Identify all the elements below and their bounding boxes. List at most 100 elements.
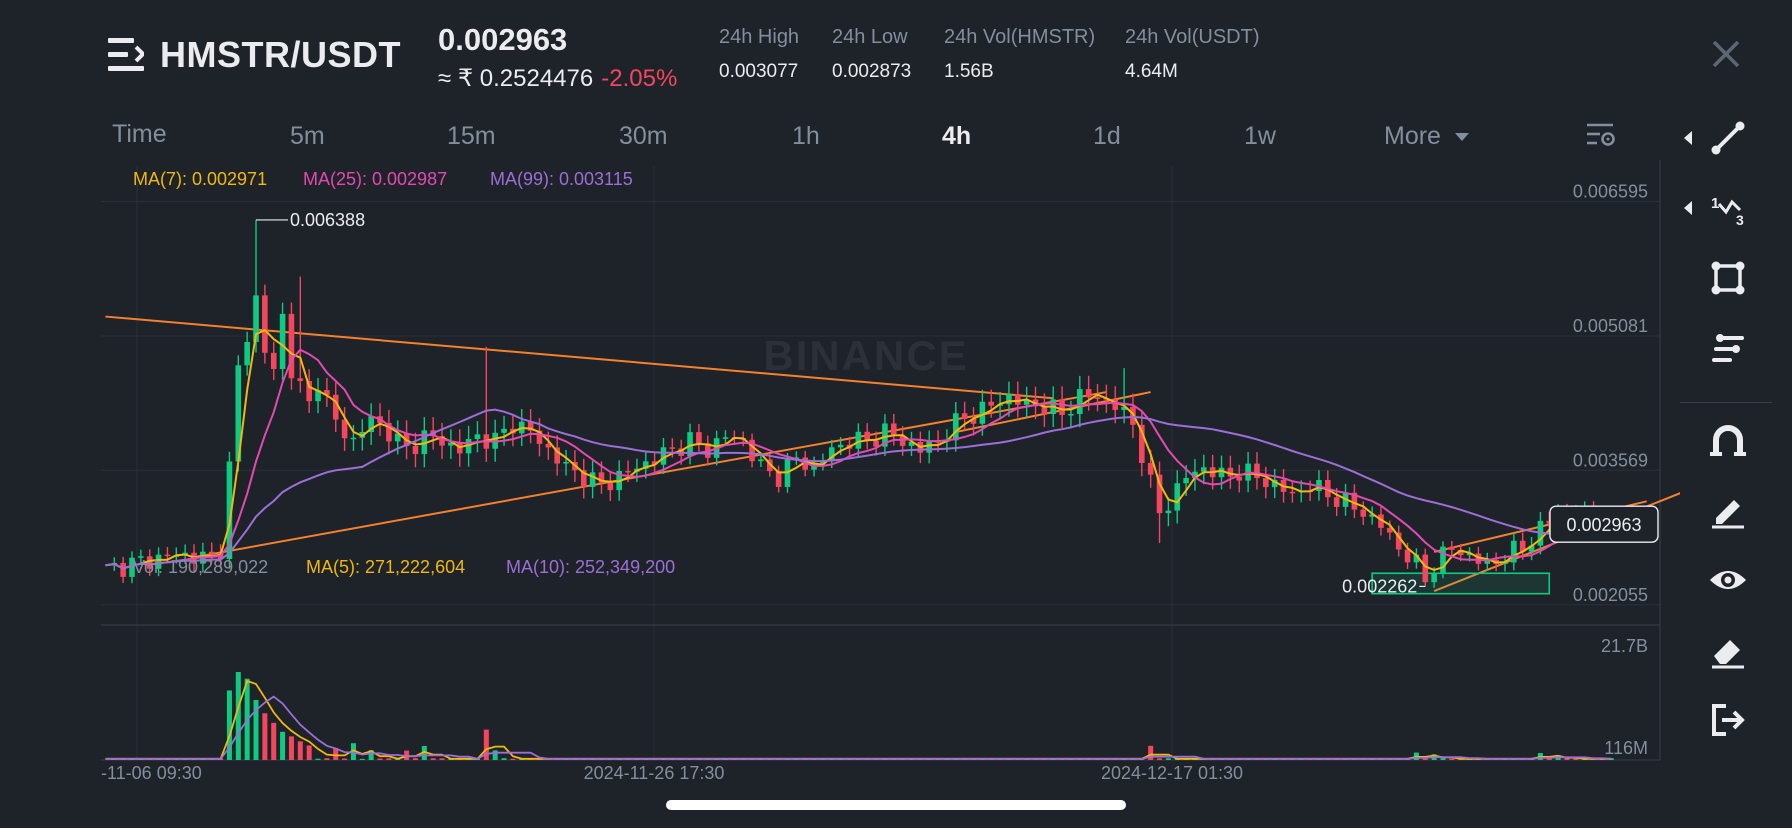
candle-body xyxy=(1192,471,1198,478)
fibonacci-tool[interactable]: 1 3 xyxy=(1680,180,1792,236)
volume-bar xyxy=(386,758,392,760)
candle-body xyxy=(1351,492,1358,510)
volume-bar xyxy=(430,758,436,760)
tab-4h[interactable]: 4h xyxy=(942,122,972,150)
volume-bar xyxy=(439,758,445,760)
candle-body xyxy=(297,378,304,382)
price-axis-label: 0.003569 xyxy=(1573,450,1648,470)
low-marker-label: 0.002262 xyxy=(1342,576,1417,596)
candle-body xyxy=(270,352,277,370)
candle-body xyxy=(1422,554,1429,583)
tab-1w[interactable]: 1w xyxy=(1244,122,1276,150)
volume-bar xyxy=(492,750,498,760)
tab-1h[interactable]: 1h xyxy=(792,122,820,150)
shape-tool[interactable] xyxy=(1680,250,1792,306)
candle-body xyxy=(899,435,906,446)
candle-body xyxy=(563,461,569,464)
candle-body xyxy=(1174,483,1181,511)
candle-body xyxy=(758,459,764,462)
candle-body xyxy=(687,432,693,456)
volume-bar xyxy=(1449,758,1455,760)
candle-body xyxy=(625,470,631,473)
volume-bar xyxy=(280,731,286,760)
candle-body xyxy=(1360,509,1367,517)
volume-bar xyxy=(1165,758,1171,760)
timeframe-bar: Time 5m 15m 30m 1h 4h 1d 1w More xyxy=(0,110,1469,160)
magnet-tool[interactable] xyxy=(1680,412,1792,468)
candle-body xyxy=(394,433,401,442)
volume-ma10-legend: MA(10): 252,349,200 xyxy=(506,557,675,577)
eraser-tool[interactable] xyxy=(1680,622,1792,678)
ma25-legend: MA(25): 0.002987 xyxy=(303,169,447,189)
volume-axis-label: 21.7B xyxy=(1601,636,1648,656)
time-axis-label: -11-06 09:30 xyxy=(101,763,202,783)
candle-body xyxy=(164,554,171,557)
candle-body xyxy=(306,381,312,402)
tab-1d[interactable]: 1d xyxy=(1093,122,1121,150)
indicator-tool[interactable] xyxy=(1680,320,1792,376)
tab-15m[interactable]: 15m xyxy=(447,122,496,150)
exit-tool[interactable] xyxy=(1680,692,1792,748)
candle-body xyxy=(412,446,419,455)
eye-icon xyxy=(1710,571,1746,589)
menu-icon[interactable] xyxy=(108,38,144,72)
candle-body xyxy=(1413,554,1420,563)
candle-body xyxy=(1484,559,1491,564)
volume-bar xyxy=(1546,758,1552,760)
volume-bar xyxy=(1440,758,1446,760)
ma99-line xyxy=(105,408,1612,570)
candle-body xyxy=(873,440,879,447)
tab-more-label: More xyxy=(1384,122,1441,150)
candle-body xyxy=(1254,463,1260,479)
candle-body xyxy=(598,472,605,483)
candle-body xyxy=(864,431,871,441)
ma7-line xyxy=(105,328,1612,571)
candle-body xyxy=(1023,399,1030,405)
candle-body xyxy=(155,554,162,569)
candle-body xyxy=(908,441,915,446)
volume-bar xyxy=(421,745,427,760)
candle-body xyxy=(554,447,560,464)
candle-body xyxy=(545,443,552,448)
candle-body xyxy=(1502,562,1508,564)
candle-body xyxy=(279,313,286,370)
tab-more[interactable]: More xyxy=(1384,122,1470,151)
candle-body xyxy=(766,459,773,472)
brush-tool[interactable] xyxy=(1680,482,1792,538)
caret-down-icon xyxy=(1454,133,1469,142)
candle-body xyxy=(1369,514,1375,517)
shape-icon xyxy=(1711,261,1745,295)
close-icon[interactable] xyxy=(1708,36,1744,72)
visibility-tool[interactable] xyxy=(1680,552,1792,608)
volume-bar xyxy=(342,758,348,760)
volume-bar xyxy=(271,722,277,760)
candle-body xyxy=(120,562,126,577)
fibonacci-icon: 1 3 xyxy=(1711,195,1744,228)
stat-24h-vol-base: 24h Vol(HMSTR) 1.56B xyxy=(944,26,1095,83)
candle-body xyxy=(1440,546,1446,573)
candle-body xyxy=(474,434,481,440)
tab-30m[interactable]: 30m xyxy=(619,122,668,150)
chart-settings-icon[interactable] xyxy=(1586,122,1616,150)
candle-body xyxy=(1546,520,1553,524)
volume-bar xyxy=(1573,758,1579,760)
candle-body xyxy=(1263,478,1269,488)
candle-body xyxy=(669,447,676,449)
price-chart[interactable]: BINANCE 0.006595 0.005081 0.003569 0.002055… xyxy=(0,160,1680,800)
candle-body xyxy=(642,461,649,469)
brush-icon xyxy=(1712,500,1744,529)
candle-body xyxy=(244,342,250,366)
tab-5m[interactable]: 5m xyxy=(290,122,325,150)
trendline-tool[interactable] xyxy=(1680,110,1792,166)
expand-left-icon xyxy=(1684,131,1692,145)
stat-label: 24h Low xyxy=(832,26,908,48)
volume-bar xyxy=(297,741,303,760)
stat-label: 24h High xyxy=(719,26,800,48)
volume-bar xyxy=(324,758,330,760)
stat-24h-vol-quote: 24h Vol(USDT) 4.64M xyxy=(1125,26,1260,83)
candle-body xyxy=(138,556,144,558)
high-marker-label: 0.006388 xyxy=(290,210,365,230)
pair-title[interactable]: HMSTR/USDT xyxy=(160,34,401,75)
tab-time[interactable]: Time xyxy=(112,120,167,148)
time-axis-label: 2024-12-17 01:30 xyxy=(1101,763,1243,783)
